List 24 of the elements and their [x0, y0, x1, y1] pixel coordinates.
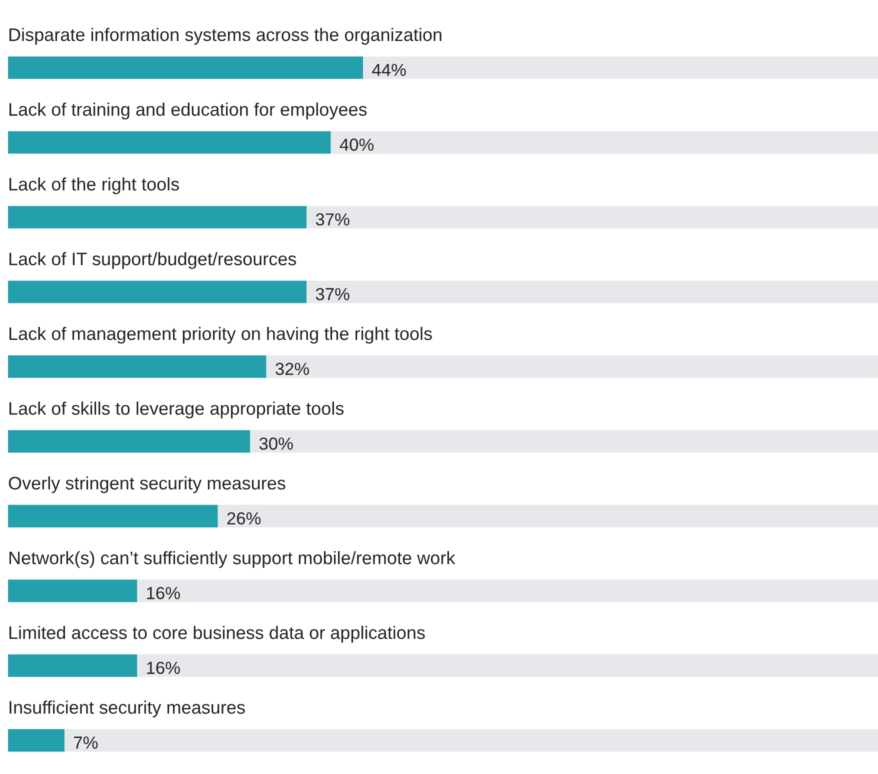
- y-tick-label: Overly stringent security measures: [8, 476, 286, 494]
- data-label: 26%: [227, 512, 261, 525]
- data-label: 30%: [259, 437, 293, 450]
- y-tick-label: Disparate information systems across the organization: [9, 28, 442, 45]
- y-tick-label: Lack of management priority on having the right tools: [9, 326, 432, 344]
- y-tick-label: Insufficient security measures: [10, 700, 245, 718]
- y-tick-label: Lack of the right tools: [9, 177, 179, 194]
- bar: [8, 654, 138, 677]
- bar: [8, 580, 138, 602]
- y-tick-label: Lack of skills to leverage appropriate tools: [9, 402, 344, 418]
- data-label: 44%: [372, 64, 406, 76]
- data-label: 16%: [147, 586, 180, 600]
- bar: [8, 729, 64, 752]
- data-label: 37%: [316, 213, 350, 226]
- y-tick-label: Network(s) can’t sufficiently support mobile/remote work: [9, 551, 456, 568]
- data-label: 16%: [147, 662, 180, 674]
- data-label: 7%: [74, 736, 98, 749]
- data-label: 37%: [316, 288, 350, 300]
- data-label: 40%: [340, 138, 374, 151]
- y-tick-label: Lack of training and education for employees: [9, 102, 367, 120]
- data-label: 32%: [276, 362, 310, 376]
- bar: [8, 504, 218, 528]
- y-tick-label: Limited access to core business data or applications: [9, 626, 425, 643]
- y-tick-label: Lack of IT support/budget/resources: [9, 252, 296, 269]
